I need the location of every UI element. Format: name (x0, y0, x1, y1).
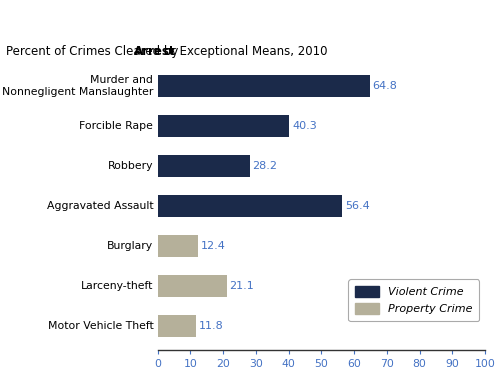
Text: 12.4: 12.4 (200, 241, 226, 251)
Text: 56.4: 56.4 (345, 201, 370, 211)
Text: 21.1: 21.1 (229, 281, 254, 291)
Bar (158, 195, 342, 217)
Text: 64.8: 64.8 (372, 81, 397, 91)
Bar (158, 275, 226, 297)
Bar (158, 155, 250, 177)
Text: Percent of Crimes Cleared by: Percent of Crimes Cleared by (6, 45, 182, 58)
Text: 28.2: 28.2 (252, 161, 278, 171)
Bar (158, 315, 196, 337)
Legend: Violent Crime, Property Crime: Violent Crime, Property Crime (348, 279, 480, 321)
Bar (158, 115, 290, 137)
Text: Percent of Crimes Cleared by: Percent of Crimes Cleared by (6, 45, 182, 58)
Text: Clearance Figure: Clearance Figure (8, 14, 147, 29)
Text: Arrest: Arrest (134, 45, 175, 58)
Text: 40.3: 40.3 (292, 121, 317, 131)
Bar (158, 235, 198, 257)
Bar (158, 75, 370, 97)
Text: or Exceptional Means, 2010: or Exceptional Means, 2010 (160, 45, 328, 58)
Text: 11.8: 11.8 (199, 321, 224, 331)
